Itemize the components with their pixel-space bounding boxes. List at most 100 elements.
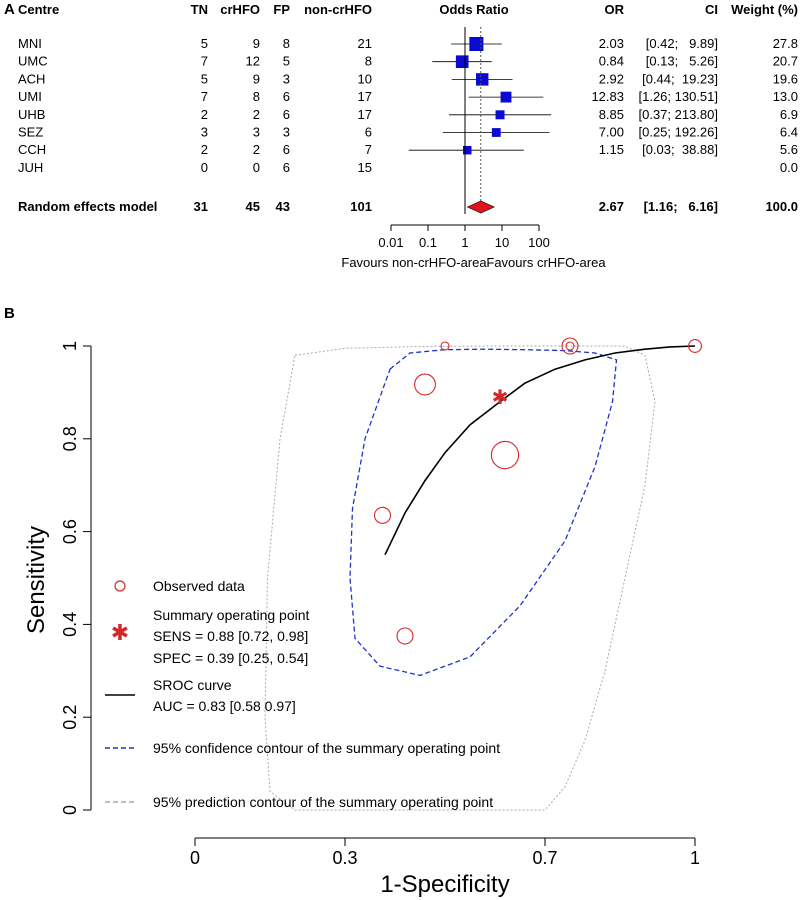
row-or: 1.15 — [599, 142, 624, 157]
row-crhfo: 2 — [253, 142, 260, 157]
row-fp: 6 — [283, 107, 290, 122]
legend-sroc: SROC curve — [153, 677, 232, 693]
legend-auc: AUC = 0.83 [0.58 0.97] — [153, 698, 296, 714]
row-or-square — [491, 128, 501, 137]
row-tn: 2 — [201, 107, 208, 122]
favours-left-label: Favours non-crHFO-area — [341, 255, 487, 270]
row-noncrhfo: 6 — [365, 125, 372, 140]
legend-sens: SENS = 0.88 [0.72, 0.98] — [153, 628, 308, 644]
legend-spec: SPEC = 0.39 [0.25, 0.54] — [153, 650, 308, 666]
y-axis-tick-label: 0.8 — [60, 426, 80, 451]
row-centre: UMC — [18, 54, 48, 69]
summary-diamond — [466, 200, 495, 214]
forest-axis-tick-label: 0.01 — [378, 235, 403, 250]
row-tn: 5 — [201, 36, 208, 51]
row-or-square — [500, 91, 512, 103]
row-centre: UHB — [18, 107, 45, 122]
legend-observed-marker — [114, 580, 126, 592]
summary-weight: 100.0 — [765, 199, 798, 214]
header-centre: Centre — [18, 2, 59, 17]
y-axis-tick-label: 0.6 — [60, 519, 80, 544]
row-or-square — [455, 55, 469, 69]
summary-tn: 31 — [194, 199, 208, 214]
row-centre: JUH — [18, 160, 43, 175]
row-tn: 2 — [201, 142, 208, 157]
observed-point — [561, 337, 579, 355]
observed-point — [688, 339, 702, 353]
legend-summary-marker: ✱ — [111, 620, 129, 645]
row-noncrhfo: 8 — [365, 54, 372, 69]
x-axis-tick-label: 0.7 — [532, 848, 557, 868]
legend: Observed data ✱ Summary operating point … — [105, 578, 500, 810]
row-ci: [0.13; 5.26] — [646, 54, 718, 69]
row-or: 2.92 — [599, 71, 624, 86]
sroc-axes: 0 0.3 0.7 1 0 0.2 0.4 0.6 0.8 1 — [60, 341, 700, 868]
row-fp: 8 — [283, 36, 290, 51]
row-or-square — [462, 145, 472, 155]
header-ci: CI — [705, 2, 718, 17]
forest-axis-tick-label: 100 — [528, 235, 550, 250]
summary-operating-point: ✱ — [492, 387, 509, 409]
header-fp: FP — [273, 2, 290, 17]
row-or: 8.85 — [599, 107, 624, 122]
row-fp: 6 — [283, 89, 290, 104]
row-weight: 20.7 — [773, 54, 798, 69]
row-ci: [0.37; 213.80] — [638, 107, 718, 122]
row-noncrhfo: 17 — [358, 107, 372, 122]
row-centre: MNI — [18, 36, 42, 51]
legend-summary-title: Summary operating point — [153, 607, 310, 623]
header-weight: Weight (%) — [731, 2, 798, 17]
row-tn: 7 — [201, 89, 208, 104]
row-or: 2.03 — [599, 36, 624, 51]
y-axis-tick-label: 0.4 — [60, 612, 80, 637]
row-fp: 5 — [283, 54, 290, 69]
confidence-contour — [349, 348, 618, 677]
header-noncrhfo: non-crHFO — [304, 2, 372, 17]
summary-crhfo: 45 — [246, 199, 260, 214]
x-axis-tick-label: 1 — [690, 848, 700, 868]
x-axis-label: 1-Specificity — [380, 871, 509, 898]
row-or-square — [476, 73, 489, 86]
favours-right-label: Favours crHFO-area — [486, 255, 606, 270]
row-weight: 6.4 — [780, 125, 798, 140]
forest-plot-panel: A Centre TN crHFO FP non-crHFO Odds Rati… — [4, 1, 798, 270]
legend-observed: Observed data — [153, 578, 245, 594]
row-tn: 0 — [201, 160, 208, 175]
row-noncrhfo: 17 — [358, 89, 372, 104]
forest-axis-tick-label: 0.1 — [419, 235, 437, 250]
row-noncrhfo: 15 — [358, 160, 372, 175]
row-crhfo: 0 — [253, 160, 260, 175]
row-centre: ACH — [18, 71, 45, 86]
row-crhfo: 9 — [253, 36, 260, 51]
row-or-square — [469, 36, 484, 52]
panel-b-label: B — [4, 305, 15, 322]
row-weight: 5.6 — [780, 142, 798, 157]
y-axis-tick-label: 1 — [60, 341, 80, 351]
row-or: 0.84 — [599, 54, 624, 69]
row-ci: [0.03; 38.88] — [642, 142, 718, 157]
row-noncrhfo: 7 — [365, 142, 372, 157]
panel-a-label: A — [4, 1, 15, 18]
y-axis-label: Sensitivity — [23, 526, 50, 634]
prediction-contour — [264, 345, 656, 811]
sroc-points: ✱ — [373, 337, 702, 645]
observed-point — [373, 506, 392, 524]
row-centre: CCH — [18, 142, 46, 157]
row-weight: 19.6 — [773, 71, 798, 86]
x-axis-tick-label: 0 — [190, 848, 200, 868]
summary-or: 2.67 — [599, 199, 624, 214]
observed-point — [565, 341, 575, 351]
row-or-square — [495, 110, 505, 120]
row-ci: [1.26; 130.51] — [638, 89, 718, 104]
forest-rows: MNI 5 9 8 21 2.03 [0.42; 9.89] 27.8 UMC 7 12 5 8 0.84… — [18, 27, 798, 214]
summary-noncrhfo: 101 — [350, 199, 372, 214]
forest-axis: 0.01 0.1 1 10 100 — [378, 224, 550, 250]
summary-label: Random effects model — [18, 199, 157, 214]
row-crhfo: 2 — [253, 107, 260, 122]
header-odds-ratio: Odds Ratio — [439, 2, 508, 17]
row-noncrhfo: 10 — [358, 71, 372, 86]
row-crhfo: 8 — [253, 89, 260, 104]
y-axis-tick-label: 0.2 — [60, 705, 80, 730]
forest-axis-tick-label: 10 — [495, 235, 509, 250]
